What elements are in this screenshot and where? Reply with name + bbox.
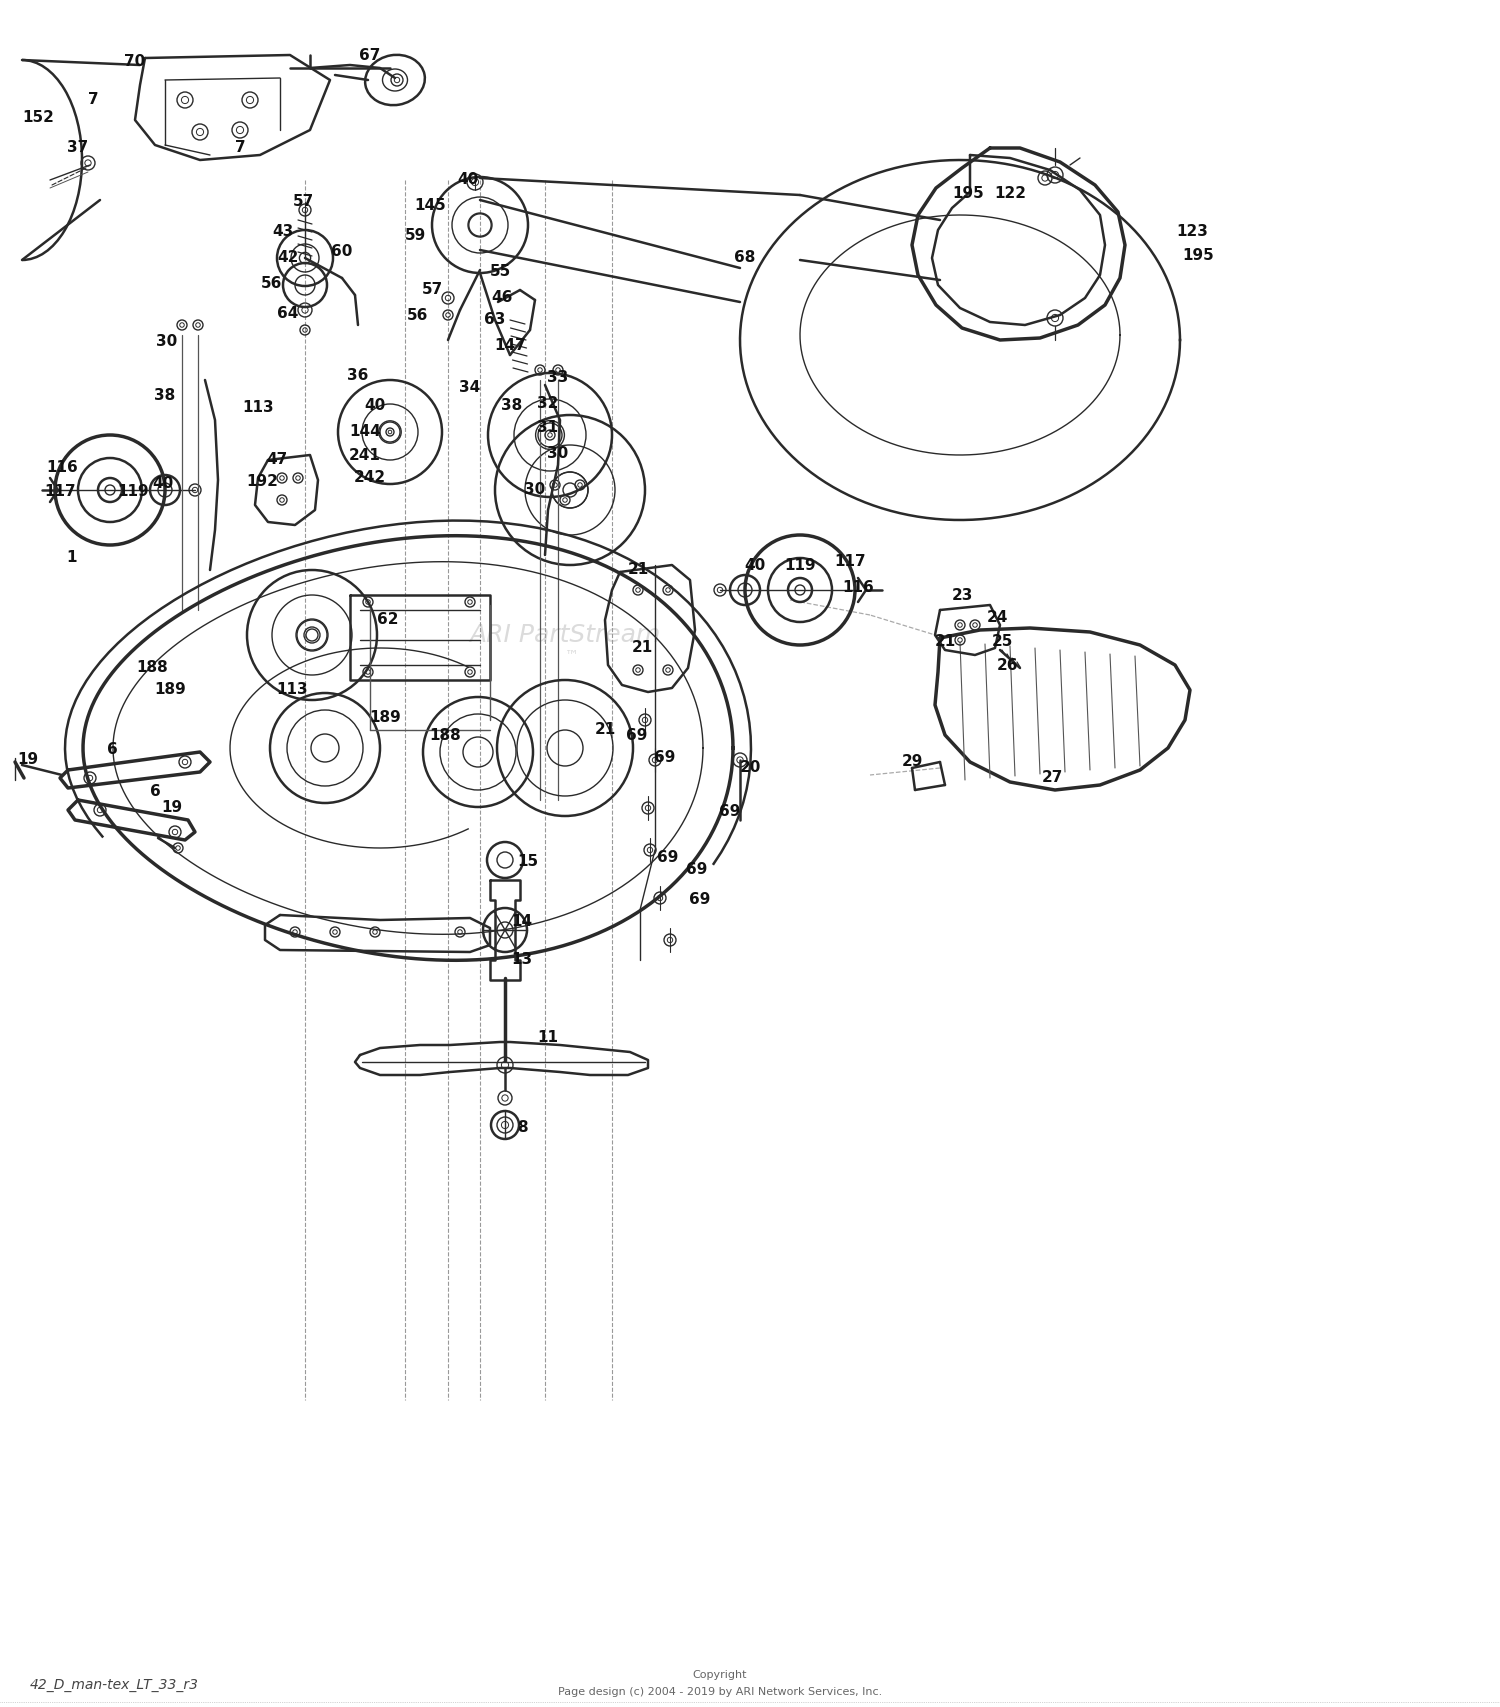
Text: 6: 6 <box>150 785 160 799</box>
Text: Copyright: Copyright <box>693 1669 747 1680</box>
Text: 38: 38 <box>154 387 176 403</box>
Text: 57: 57 <box>422 282 442 297</box>
Text: 6: 6 <box>106 743 117 758</box>
Text: ™: ™ <box>566 649 579 662</box>
Text: 69: 69 <box>654 751 675 765</box>
Text: 113: 113 <box>276 683 308 698</box>
Text: 42_D_man-tex_LT_33_r3: 42_D_man-tex_LT_33_r3 <box>30 1678 200 1692</box>
Text: 145: 145 <box>414 198 446 212</box>
Text: 11: 11 <box>537 1031 558 1045</box>
Text: 152: 152 <box>22 111 54 126</box>
Text: 19: 19 <box>18 753 39 768</box>
Text: 33: 33 <box>548 370 568 386</box>
Text: 147: 147 <box>494 338 526 353</box>
Text: 59: 59 <box>405 227 426 242</box>
Text: 242: 242 <box>354 471 386 485</box>
Text: 30: 30 <box>548 446 568 461</box>
Text: 32: 32 <box>537 396 558 410</box>
Text: 26: 26 <box>996 657 1017 673</box>
Text: 64: 64 <box>278 306 298 321</box>
Text: 57: 57 <box>292 195 314 210</box>
Text: 68: 68 <box>735 251 756 266</box>
Text: 123: 123 <box>1176 225 1208 239</box>
Text: 60: 60 <box>332 244 352 259</box>
Text: 56: 56 <box>408 307 429 323</box>
Text: 117: 117 <box>44 485 76 500</box>
Text: 189: 189 <box>369 710 400 725</box>
Text: 62: 62 <box>378 613 399 628</box>
Text: 23: 23 <box>951 587 972 603</box>
Text: 21: 21 <box>632 640 652 655</box>
Text: 30: 30 <box>156 335 177 350</box>
Text: 1: 1 <box>66 550 78 565</box>
Text: 189: 189 <box>154 683 186 698</box>
Text: 24: 24 <box>987 611 1008 625</box>
Text: 43: 43 <box>273 225 294 239</box>
Text: 69: 69 <box>627 727 648 743</box>
Text: 56: 56 <box>261 275 282 290</box>
Text: 30: 30 <box>525 483 546 497</box>
Text: 113: 113 <box>242 401 274 415</box>
Text: 42: 42 <box>278 251 298 266</box>
Text: 116: 116 <box>842 580 874 596</box>
Text: Page design (c) 2004 - 2019 by ARI Network Services, Inc.: Page design (c) 2004 - 2019 by ARI Netwo… <box>558 1687 882 1697</box>
Text: 63: 63 <box>484 312 506 328</box>
Text: 188: 188 <box>429 727 460 743</box>
Text: 40: 40 <box>364 398 386 413</box>
Text: 122: 122 <box>994 186 1026 200</box>
Text: 67: 67 <box>360 48 381 63</box>
Text: 69: 69 <box>690 893 711 908</box>
Text: ARI PartStream: ARI PartStream <box>470 623 660 647</box>
Text: 38: 38 <box>501 398 522 413</box>
Text: 40: 40 <box>744 558 765 572</box>
Text: 46: 46 <box>492 290 513 306</box>
Text: 55: 55 <box>489 265 510 280</box>
Text: 117: 117 <box>834 555 866 570</box>
Text: 195: 195 <box>952 186 984 200</box>
Text: 7: 7 <box>87 92 99 108</box>
Text: 8: 8 <box>516 1120 528 1135</box>
Text: 21: 21 <box>594 722 615 737</box>
Text: 69: 69 <box>720 804 741 819</box>
Text: 192: 192 <box>246 475 278 490</box>
Text: 69: 69 <box>687 862 708 877</box>
Text: 34: 34 <box>459 381 480 396</box>
Text: 27: 27 <box>1041 770 1062 785</box>
Text: 144: 144 <box>350 425 381 439</box>
Text: 25: 25 <box>992 635 1012 649</box>
Text: 119: 119 <box>117 485 148 500</box>
Text: 116: 116 <box>46 461 78 476</box>
Text: 70: 70 <box>124 55 146 70</box>
Text: 36: 36 <box>348 367 369 382</box>
Text: 7: 7 <box>234 140 246 155</box>
Text: 21: 21 <box>934 635 956 649</box>
Text: 31: 31 <box>537 420 558 435</box>
Text: 188: 188 <box>136 661 168 676</box>
Text: 20: 20 <box>740 761 760 775</box>
Text: 69: 69 <box>657 850 678 865</box>
Text: 40: 40 <box>153 476 174 490</box>
Text: 21: 21 <box>627 563 648 577</box>
Text: 195: 195 <box>1182 248 1214 263</box>
Text: 241: 241 <box>350 447 381 463</box>
Text: 119: 119 <box>784 558 816 572</box>
Text: 40: 40 <box>458 172 478 188</box>
Text: 14: 14 <box>512 915 532 930</box>
Text: 37: 37 <box>68 140 88 155</box>
Text: 19: 19 <box>162 801 183 816</box>
Text: 47: 47 <box>267 452 288 468</box>
Text: 15: 15 <box>518 855 538 869</box>
Text: 13: 13 <box>512 953 532 968</box>
Text: 29: 29 <box>902 754 922 770</box>
